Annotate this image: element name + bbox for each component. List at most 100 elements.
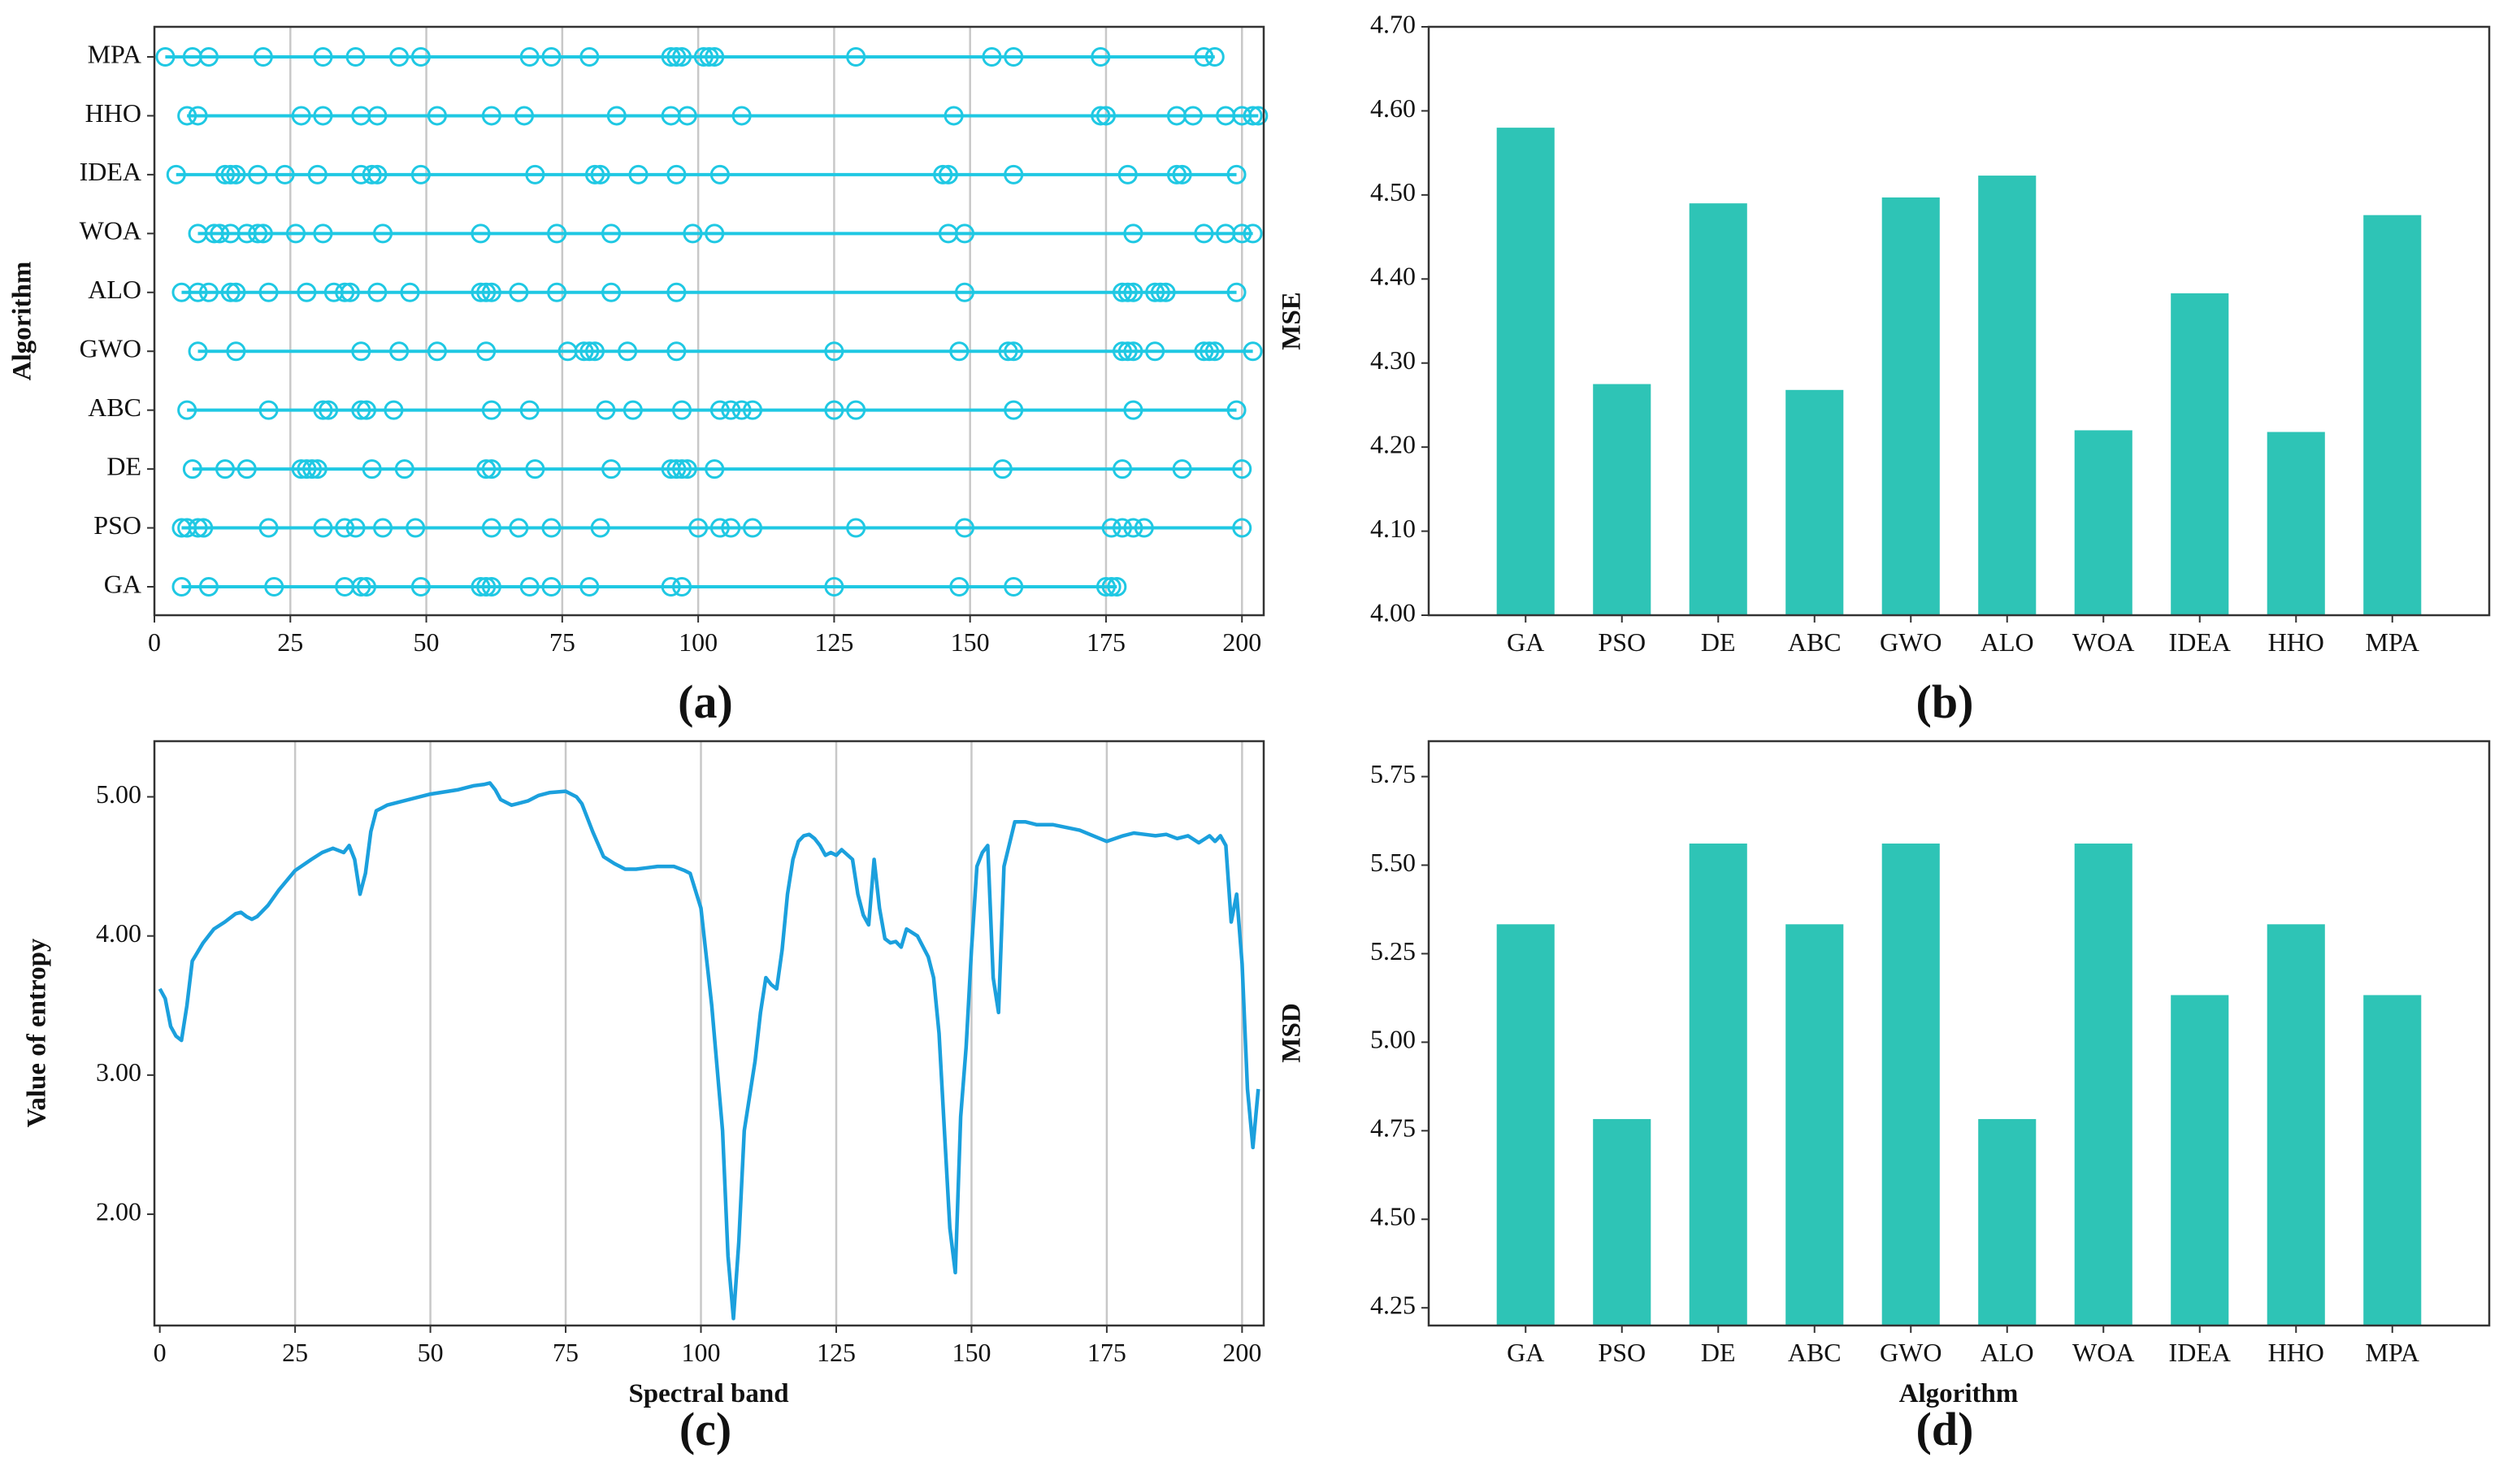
selected-band-marker [519, 400, 540, 420]
bar-ga [1496, 128, 1555, 616]
y-tick-label: MPA [88, 39, 141, 68]
selected-band-marker [584, 341, 605, 362]
selected-band-marker [666, 282, 687, 302]
y-tick-label: IDEA [80, 157, 141, 186]
selected-band-marker [188, 518, 208, 538]
x-tick-label: 0 [148, 627, 161, 657]
x-tick-label: 125 [814, 627, 853, 657]
selected-band-marker [509, 518, 529, 538]
selected-band-marker [525, 164, 545, 184]
bar-gwo [1881, 197, 1940, 615]
selected-band-marker [954, 223, 974, 244]
selected-band-marker [313, 400, 333, 420]
selected-band-marker [427, 341, 447, 362]
selected-band-marker [601, 282, 622, 302]
selected-band-marker [547, 282, 567, 302]
y-tick-label: 5.75 [1370, 759, 1416, 788]
selected-band-marker [394, 459, 414, 479]
x-tick-label: IDEA [2169, 627, 2231, 657]
selected-band-marker [351, 577, 371, 597]
selected-band-marker [699, 47, 719, 67]
selected-band-marker [307, 164, 328, 184]
panel-d-ylabel: MSD [1278, 1003, 1307, 1062]
panel-a-frame [153, 25, 1265, 617]
selected-band-marker [1123, 341, 1143, 362]
panel-b-caption: (b) [1916, 675, 1974, 728]
x-tick-label: ALO [1981, 1338, 2034, 1367]
selected-band-marker [193, 518, 214, 538]
panel-a: 0 25 50 75 100 125 150 175 200 MPA HHO IDEA WOA ALO GW… [8, 25, 1269, 728]
y-tick-label: 4.25 [1370, 1291, 1416, 1320]
y-tick-label: 3.00 [96, 1057, 141, 1087]
selected-band-marker [705, 47, 725, 67]
y-tick-label: ABC [88, 393, 141, 422]
selected-band-marker [579, 341, 600, 362]
selected-band-marker [481, 577, 501, 597]
selected-band-marker [313, 47, 333, 67]
selected-band-marker [672, 577, 692, 597]
selected-band-marker [177, 400, 197, 420]
x-tick-label: 100 [679, 627, 718, 657]
y-tick-label: 5.50 [1370, 848, 1416, 877]
x-tick-label: 75 [549, 627, 575, 657]
selected-band-marker [335, 282, 355, 302]
selected-band-marker [1117, 282, 1138, 302]
selected-band-marker [709, 164, 730, 184]
selected-band-marker [601, 459, 622, 479]
series-row-idea [166, 164, 1247, 184]
y-tick-label: 5.00 [96, 779, 141, 809]
selected-band-marker [476, 577, 497, 597]
series-row-mpa [155, 47, 1225, 67]
selected-band-marker [471, 282, 491, 302]
selected-band-marker [846, 47, 866, 67]
selected-band-marker [519, 577, 540, 597]
selected-band-marker [1095, 577, 1116, 597]
x-tick-label: ALO [1981, 627, 2034, 657]
selected-band-marker [1107, 577, 1127, 597]
selected-band-marker [253, 223, 273, 244]
series-row-pso [171, 518, 1252, 538]
selected-band-marker [471, 577, 491, 597]
selected-band-marker [481, 282, 501, 302]
selected-band-marker [171, 577, 192, 597]
x-tick-label: MPA [2366, 627, 2419, 657]
selected-band-marker [705, 223, 725, 244]
selected-band-marker [373, 518, 393, 538]
panel-c-frame [153, 740, 1265, 1327]
selected-band-marker [606, 106, 627, 126]
selected-band-marker [406, 518, 426, 538]
selected-band-marker [367, 164, 388, 184]
selected-band-marker [384, 400, 404, 420]
selected-band-marker [297, 459, 317, 479]
selected-band-marker [628, 164, 649, 184]
selected-band-marker [666, 459, 687, 479]
panel-b-ticks: 4.00 4.10 4.20 4.30 4.40 4.50 4.60 4.70 GA PSO DE A… [1370, 9, 2419, 657]
x-tick-label: GWO [1880, 1338, 1941, 1367]
bar-woa [2074, 843, 2132, 1326]
selected-band-marker [998, 341, 1018, 362]
y-tick-label: GA [104, 569, 141, 598]
bar-gwo [1881, 843, 1940, 1326]
selected-band-marker [618, 341, 638, 362]
selected-band-marker [1172, 164, 1192, 184]
selected-band-marker [1113, 459, 1133, 479]
selected-band-marker [313, 223, 333, 244]
selected-band-marker [1204, 47, 1225, 67]
selected-band-marker [319, 400, 339, 420]
y-tick-label: 4.00 [96, 918, 141, 948]
bar-mpa [2363, 215, 2422, 615]
series-row-abc [177, 400, 1247, 420]
selected-band-marker [1091, 106, 1111, 126]
bar-idea [2171, 293, 2229, 615]
selected-band-marker [954, 282, 974, 302]
selected-band-marker [949, 341, 970, 362]
panel-a-caption: (a) [678, 675, 733, 728]
selected-band-marker [1123, 400, 1143, 420]
selected-band-marker [275, 164, 295, 184]
selected-band-marker [541, 577, 562, 597]
selected-band-marker [155, 47, 176, 67]
selected-band-marker [1091, 47, 1111, 67]
selected-band-marker [389, 47, 410, 67]
selected-band-marker [731, 106, 752, 126]
